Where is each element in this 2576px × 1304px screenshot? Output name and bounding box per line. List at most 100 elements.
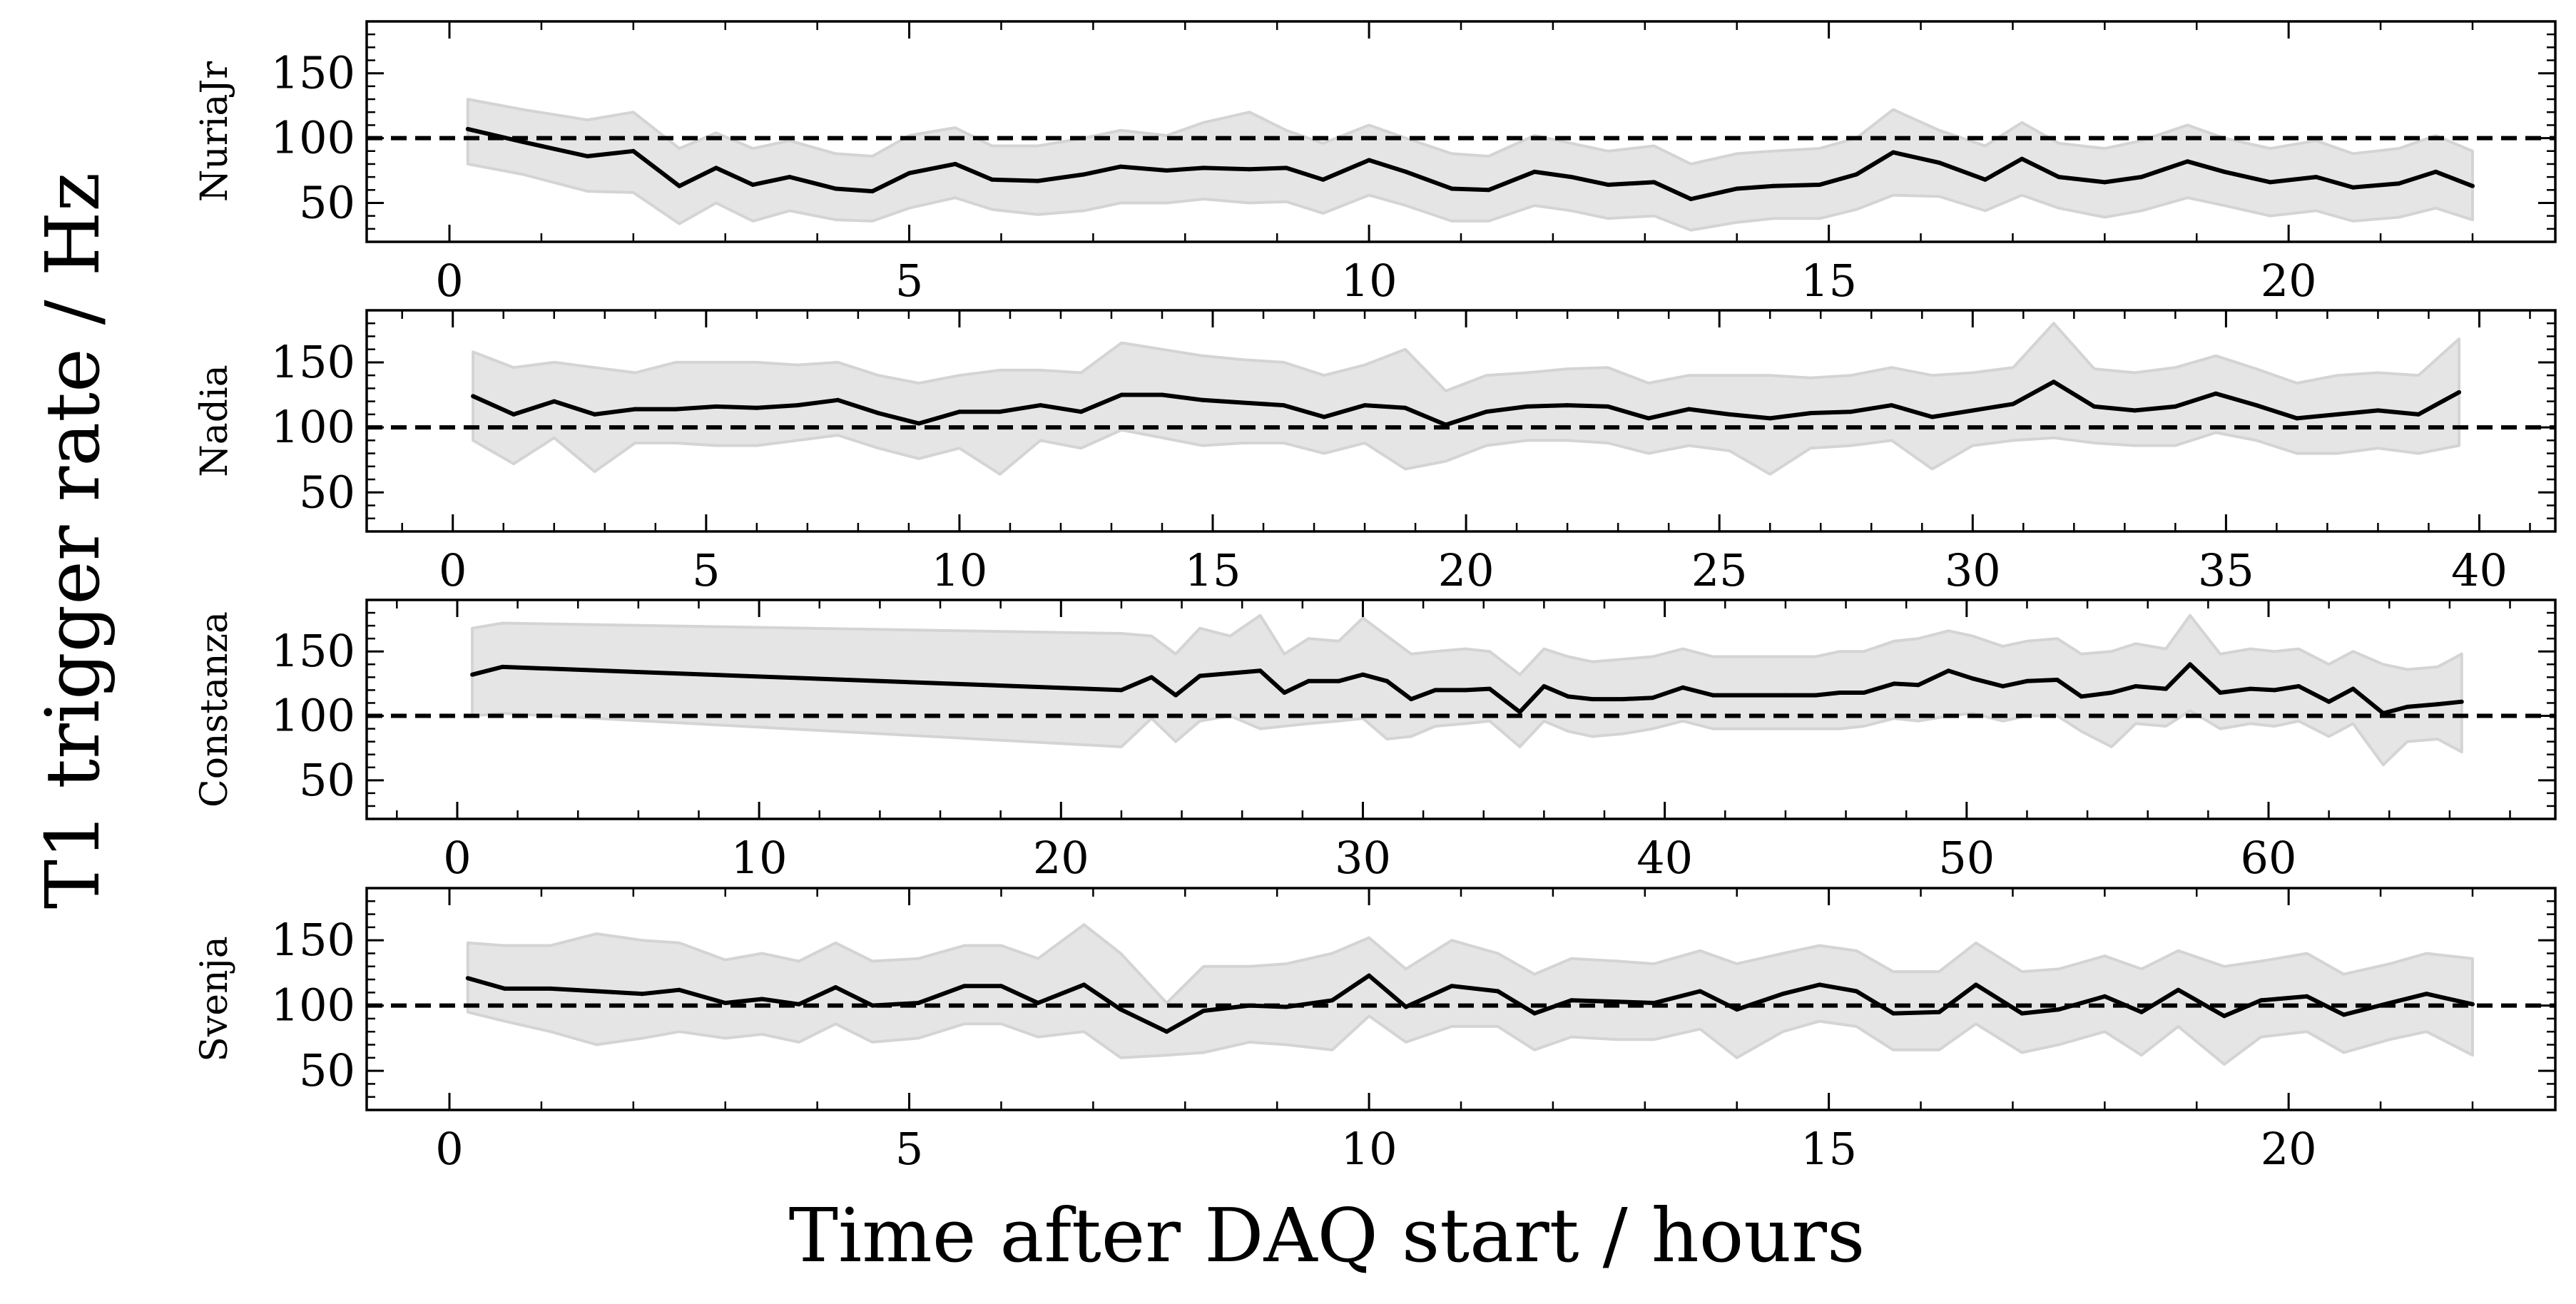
data-point (2351, 185, 2356, 190)
data-point (2102, 994, 2107, 999)
data-point (2335, 412, 2340, 417)
x-tick-label: 5 (692, 544, 720, 596)
data-point (1360, 672, 1365, 677)
panel-svenja: 0 5 10 15 20 50 100 150 Svenja (193, 887, 2557, 1175)
x-tick-label: 10 (1341, 1123, 1398, 1175)
data-point (796, 1002, 801, 1007)
data-point (465, 126, 470, 131)
axes-frame (365, 598, 2557, 820)
data-point (1367, 158, 1372, 163)
data-point (2011, 402, 2016, 407)
data-point (1890, 150, 1895, 155)
uncertainty-band (472, 322, 2461, 476)
data-point (1817, 982, 1822, 987)
data-point (2079, 694, 2084, 699)
data-point (1681, 685, 1685, 690)
data-point (870, 1003, 875, 1008)
x-tick-label: 0 (435, 1123, 463, 1175)
data-point (2457, 389, 2462, 394)
data-point (1890, 1011, 1895, 1016)
data-point (1198, 673, 1202, 678)
data-point (788, 175, 792, 180)
x-tick-label: 25 (1691, 544, 1748, 596)
data-point (2173, 404, 2178, 409)
panel-constanza: 0 10 20 30 40 50 60 50 100 150 Constanza (193, 598, 2557, 884)
data-point (2133, 684, 2138, 688)
data-point (1258, 668, 1263, 673)
data-point (1306, 678, 1311, 683)
data-point (1487, 686, 1492, 691)
data-point (835, 397, 840, 402)
x-tick-label: 10 (731, 832, 788, 884)
station-label: Constanza (193, 611, 236, 808)
data-point (1646, 416, 1651, 421)
data-point (1615, 999, 1620, 1004)
data-point (1081, 982, 1086, 987)
data-point (471, 394, 476, 399)
data-point (2132, 408, 2137, 413)
station-label: Svenja (193, 936, 236, 1061)
data-point (957, 409, 962, 414)
data-point (502, 986, 507, 991)
data-point (723, 1001, 728, 1005)
data-point (2092, 404, 2097, 409)
data-point (2139, 175, 2144, 180)
x-tick-label: 10 (931, 544, 987, 596)
data-point (2056, 1007, 2061, 1012)
data-point (833, 186, 838, 191)
data-point (1532, 1011, 1537, 1016)
data-point (1861, 691, 1866, 695)
y-tick-label: 100 (271, 112, 355, 164)
data-point (1542, 684, 1547, 688)
data-point (1781, 992, 1786, 997)
data-point (640, 992, 645, 997)
x-tick-label: 15 (1185, 544, 1241, 596)
data-point (2435, 702, 2440, 707)
data-point (2248, 686, 2253, 691)
data-point (631, 148, 636, 153)
data-point (1486, 188, 1491, 193)
data-point (2020, 156, 2025, 161)
data-point (592, 412, 597, 417)
data-point (1119, 164, 1123, 169)
data-point (1889, 403, 1894, 408)
data-point (500, 664, 505, 669)
data-point (1727, 412, 1732, 417)
data-point (1768, 416, 1773, 421)
data-point (1771, 183, 1776, 188)
x-tick-label: 15 (1801, 255, 1857, 307)
data-point (2218, 691, 2223, 695)
data-point (1848, 409, 1853, 414)
data-point (1651, 1001, 1656, 1005)
x-tick-label: 20 (2261, 255, 2317, 307)
data-point (1119, 1007, 1123, 1012)
data-point (907, 170, 912, 175)
data-point (1174, 693, 1178, 698)
station-label: Nadia (193, 365, 236, 477)
data-point (585, 154, 590, 158)
data-point (1247, 1003, 1252, 1008)
data-point (2341, 1012, 2346, 1017)
data-point (1566, 694, 1571, 699)
data-point (521, 140, 526, 144)
x-tick-label: 35 (2198, 544, 2254, 596)
rate-line (472, 380, 2460, 427)
data-point (760, 997, 765, 1002)
x-tick-label: 0 (439, 544, 467, 596)
data-point (2396, 181, 2401, 186)
data-point (1982, 177, 1987, 182)
data-point (750, 183, 755, 187)
data-point (1620, 697, 1625, 702)
data-point (999, 984, 1004, 989)
data-point (1734, 1007, 1739, 1012)
x-tick-label: 15 (1801, 1123, 1857, 1175)
data-point (1937, 1009, 1942, 1014)
data-point (2176, 987, 2181, 992)
data-point (594, 989, 599, 994)
data-point (2351, 686, 2356, 691)
y-tick-label: 100 (271, 401, 355, 453)
data-point (1322, 414, 1327, 419)
data-point (2459, 699, 2464, 704)
data-point (2416, 412, 2421, 417)
